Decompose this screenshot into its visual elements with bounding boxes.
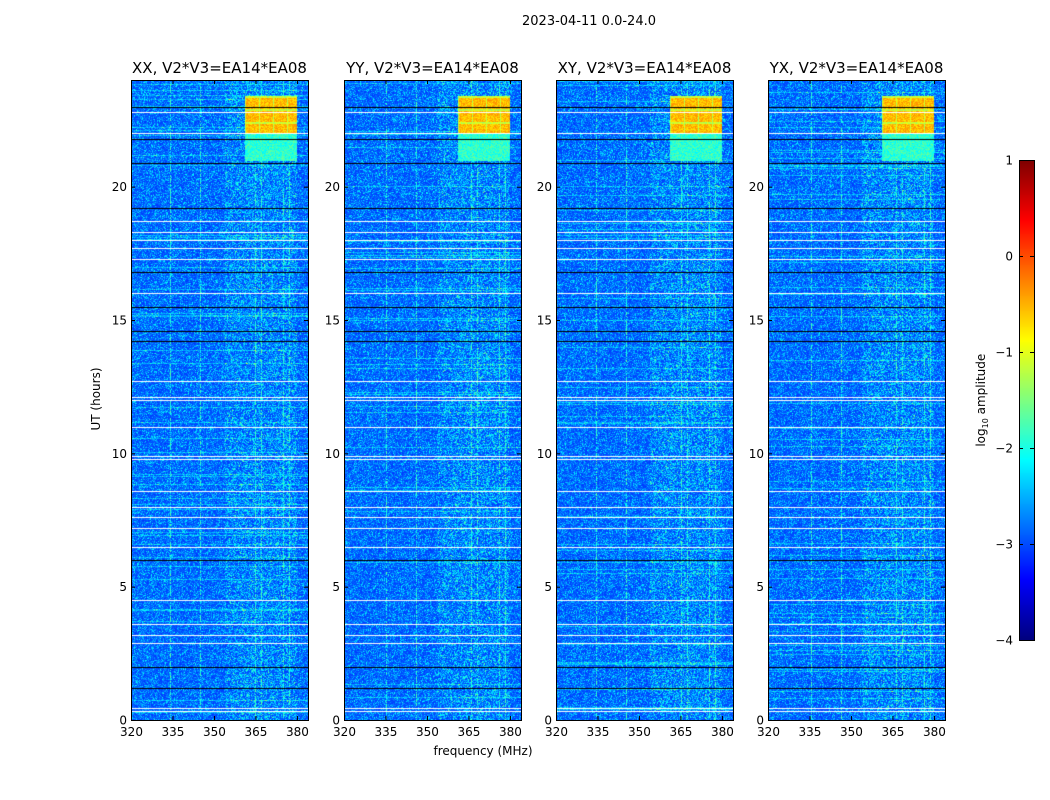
x-tick-label: 365 [670, 725, 693, 739]
y-tick-label: 5 [332, 580, 340, 594]
y-tick-label: 5 [544, 580, 552, 594]
x-axis-label: frequency (MHz) [433, 744, 533, 758]
y-tick-label: 20 [325, 180, 340, 194]
panel-title: XY, V2*V3=EA14*EA08 [557, 59, 732, 77]
x-tick-label: 335 [587, 725, 610, 739]
x-tick-label: 380 [499, 725, 522, 739]
y-tick-label: 0 [756, 714, 764, 728]
x-tick-label: 380 [923, 725, 946, 739]
colorbar-tick-label: 1 [1005, 154, 1013, 168]
y-tick-label: 15 [112, 314, 127, 328]
panel-frame [556, 80, 734, 721]
y-tick-label: 10 [537, 447, 552, 461]
colorbar-tick-label: 0 [1005, 250, 1013, 264]
panel-frame [768, 80, 946, 721]
x-tick-label: 320 [120, 725, 143, 739]
panel-frame [131, 80, 309, 721]
heatmap-panel-1 [344, 80, 521, 720]
x-tick-label: 380 [286, 725, 309, 739]
x-tick-label: 320 [333, 725, 356, 739]
colorbar-tick-label: −4 [995, 634, 1013, 648]
x-tick-label: 335 [375, 725, 398, 739]
x-tick-label: 335 [162, 725, 185, 739]
y-tick-label: 5 [756, 580, 764, 594]
colorbar-frame [1019, 160, 1035, 641]
x-tick-label: 365 [882, 725, 905, 739]
colorbar-tick-label: −3 [995, 538, 1013, 552]
x-tick-label: 350 [203, 725, 226, 739]
panel-frame [344, 80, 522, 721]
y-tick-label: 10 [112, 447, 127, 461]
y-tick-label: 10 [325, 447, 340, 461]
x-tick-label: 320 [545, 725, 568, 739]
y-tick-label: 15 [537, 314, 552, 328]
x-tick-label: 350 [628, 725, 651, 739]
y-tick-label: 20 [537, 180, 552, 194]
panel-title: YX, V2*V3=EA14*EA08 [769, 59, 944, 77]
x-tick-label: 365 [245, 725, 268, 739]
heatmap-panel-0 [131, 80, 308, 720]
figure-title: 2023-04-11 0.0-24.0 [522, 14, 656, 29]
y-tick-label: 0 [119, 714, 127, 728]
y-tick-label: 20 [749, 180, 764, 194]
colorbar [1019, 160, 1034, 640]
x-tick-label: 365 [458, 725, 481, 739]
colorbar-tick-label: −2 [995, 442, 1013, 456]
x-tick-label: 350 [416, 725, 439, 739]
x-tick-label: 320 [757, 725, 780, 739]
y-tick-label: 10 [749, 447, 764, 461]
y-tick-label: 0 [332, 714, 340, 728]
y-tick-label: 5 [119, 580, 127, 594]
y-tick-label: 15 [325, 314, 340, 328]
panel-title: XX, V2*V3=EA14*EA08 [132, 59, 307, 77]
y-tick-label: 15 [749, 314, 764, 328]
y-tick-label: 0 [544, 714, 552, 728]
y-tick-label: 20 [112, 180, 127, 194]
x-tick-label: 335 [799, 725, 822, 739]
panel-title: YY, V2*V3=EA14*EA08 [346, 59, 519, 77]
heatmap-panel-2 [556, 80, 733, 720]
colorbar-tick-label: −1 [995, 346, 1013, 360]
x-tick-label: 350 [840, 725, 863, 739]
x-tick-label: 380 [711, 725, 734, 739]
heatmap-panel-3 [768, 80, 945, 720]
